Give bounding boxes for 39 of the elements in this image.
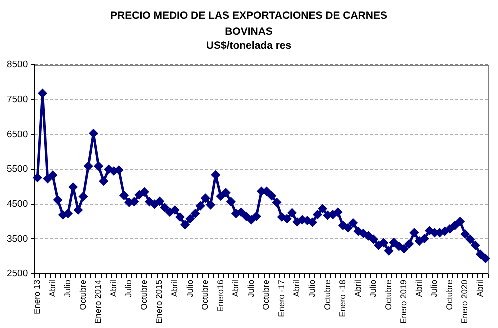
x-tick-label: Octubre [444, 280, 454, 310]
x-tick-label: Enero16 [215, 280, 226, 312]
x-tick-label: Enero 2014 [93, 280, 104, 324]
x-tick-label: Enero 13 [32, 280, 42, 315]
x-tick-label: Abril [170, 280, 180, 298]
y-tick-label: 7500 [6, 94, 28, 106]
chart-title: PRECIO MEDIO DE LAS EXPORTACIONES DE CARNES BOVINAS [110, 9, 388, 40]
x-tick-label: Octubre [322, 280, 332, 310]
y-tick-label: 3500 [6, 234, 28, 245]
x-tick-label: Octubre [200, 280, 210, 310]
x-tick-label: Octubre [78, 280, 88, 310]
y-tick-label: 2500 [6, 268, 28, 280]
y-tick-label: 5500 [6, 164, 28, 176]
x-tick-label: Abril [475, 280, 485, 298]
x-tick-label: Enero -18 [338, 280, 348, 318]
x-tick-label: Julio [124, 280, 134, 298]
x-tick-label: Abril [292, 280, 302, 298]
chart-subtitle: US$/tonelada res [205, 40, 293, 52]
x-tick-label: Abril [230, 280, 241, 298]
x-tick-label: Julio [368, 280, 378, 298]
x-tick-label: Abril [352, 280, 363, 298]
x-tick-label: Abril [47, 280, 58, 298]
x-tick-label: Julio [62, 280, 73, 298]
y-tick-label: 8500 [6, 60, 28, 71]
x-tick-label: Julio [184, 280, 195, 298]
x-tick-label: Enero 2019 [398, 280, 409, 324]
x-tick-label: Octubre [138, 280, 149, 310]
x-tick-label: Abril [108, 280, 118, 298]
x-tick-label: Abril [414, 280, 424, 298]
x-tick-label: Enero -17 [276, 280, 286, 318]
y-tick-label: 6500 [6, 129, 28, 140]
x-tick-label: Octubre [383, 280, 394, 310]
x-tick-label: Julio [246, 280, 256, 298]
x-tick-label: Julio [306, 280, 317, 298]
x-tick-label: Enero 2015 [154, 280, 164, 324]
x-tick-label: Enero 2020 [460, 280, 470, 324]
x-tick-label: Julio [429, 280, 440, 298]
y-tick-label: 4500 [6, 198, 28, 210]
x-tick-label: Octubre [261, 280, 272, 310]
